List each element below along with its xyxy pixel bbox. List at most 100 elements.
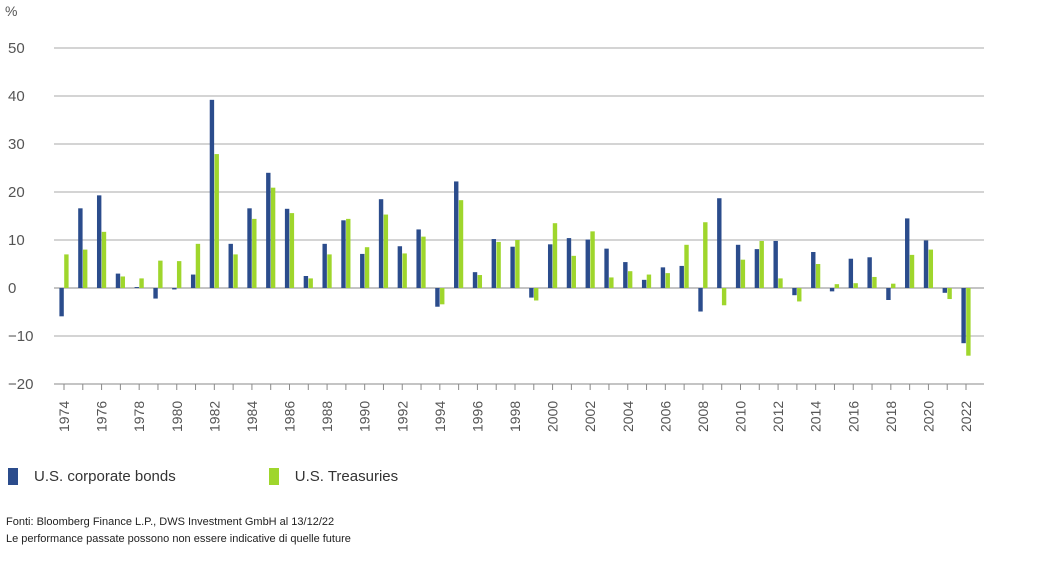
bar-corporate-1980 (172, 288, 177, 290)
bar-treasuries-1983 (233, 254, 238, 288)
bar-treasuries-1993 (421, 236, 426, 288)
bar-corporate-1981 (190, 274, 196, 288)
bar-treasuries-1981 (195, 243, 201, 288)
bar-corporate-2000 (547, 244, 553, 288)
x-tick-label: 2006 (657, 401, 673, 432)
bar-corporate-1996 (472, 272, 478, 288)
legend-item-treasuries: U.S. Treasuries (268, 468, 399, 485)
bar-treasuries-2008 (703, 222, 708, 288)
bar-treasuries-1990 (364, 247, 370, 288)
bars (59, 99, 971, 356)
legend: U.S. corporate bonds U.S. Treasuries (8, 468, 491, 485)
y-unit-label: % (5, 3, 17, 19)
y-tick-label: 50 (8, 40, 25, 57)
bar-corporate-2009 (717, 198, 722, 288)
bar-corporate-2013 (792, 288, 797, 296)
x-tick-label: 2008 (695, 401, 711, 432)
x-tick-label: 2014 (808, 401, 824, 432)
bar-treasuries-1987 (308, 278, 313, 288)
bar-treasuries-2014 (815, 264, 821, 288)
x-tick-label: 2000 (545, 401, 561, 432)
y-tick-label: 20 (8, 184, 25, 201)
bar-corporate-2004 (623, 262, 628, 288)
x-tick-label: 2012 (770, 401, 786, 432)
bar-corporate-1990 (360, 253, 365, 288)
bar-treasuries-2001 (571, 255, 576, 288)
bar-treasuries-1995 (458, 200, 464, 288)
y-axis-ticks: 50 40 30 20 10 0 −10 −20 (8, 40, 33, 393)
bar-corporate-2015 (829, 288, 835, 292)
legend-item-corporate: U.S. corporate bonds (8, 468, 176, 485)
bar-treasuries-1997 (496, 241, 501, 288)
bar-corporate-2016 (848, 258, 854, 288)
bar-treasuries-1978 (139, 278, 144, 288)
bar-corporate-2021 (942, 288, 948, 293)
bar-treasuries-1994 (440, 288, 445, 305)
x-tick-label: 1990 (357, 401, 373, 432)
bar-treasuries-2005 (646, 274, 652, 288)
bar-treasuries-1992 (402, 253, 407, 288)
x-tick-label: 1992 (394, 401, 410, 432)
bar-corporate-1993 (416, 229, 421, 288)
y-tick-label: −10 (8, 328, 33, 345)
bar-treasuries-2000 (552, 223, 558, 288)
bar-corporate-2001 (566, 238, 572, 288)
disclaimer-text: Le performance passate possono non esser… (6, 533, 351, 545)
y-tick-label: −20 (8, 376, 33, 393)
bar-treasuries-2017 (872, 276, 877, 288)
bar-corporate-1989 (341, 220, 346, 288)
x-tick-label: 1978 (131, 401, 147, 432)
legend-label-treasuries: U.S. Treasuries (294, 468, 399, 485)
x-tick-label: 1982 (206, 401, 222, 432)
x-tick-label: 1980 (169, 401, 185, 432)
bar-treasuries-2016 (853, 283, 858, 288)
bar-corporate-2018 (886, 288, 891, 300)
bar-corporate-2022 (961, 288, 966, 344)
bar-corporate-2011 (754, 249, 760, 288)
bar-treasuries-2021 (947, 288, 952, 300)
x-tick-label: 1994 (432, 401, 448, 432)
bar-corporate-1982 (209, 99, 215, 288)
x-tick-label: 2018 (883, 401, 899, 432)
bar-corporate-2003 (604, 248, 609, 288)
bar-treasuries-2015 (834, 284, 840, 288)
bar-treasuries-2022 (966, 288, 971, 356)
gridlines (54, 47, 984, 337)
bar-treasuries-2004 (627, 271, 633, 288)
y-tick-label: 0 (8, 280, 16, 297)
bar-corporate-1975 (78, 208, 83, 288)
bar-treasuries-1979 (158, 260, 163, 288)
bar-treasuries-1996 (477, 275, 483, 288)
bar-treasuries-1991 (383, 214, 389, 288)
bar-treasuries-2012 (778, 278, 783, 288)
bar-corporate-2005 (641, 279, 647, 288)
bar-corporate-1974 (59, 288, 64, 317)
bar-corporate-2010 (735, 244, 741, 288)
bar-corporate-1997 (491, 239, 497, 288)
bar-treasuries-2007 (684, 244, 689, 288)
y-tick-label: 40 (8, 88, 25, 105)
bar-corporate-2006 (660, 267, 666, 288)
bar-corporate-2007 (679, 265, 684, 288)
bar-corporate-2012 (773, 240, 778, 288)
bar-corporate-2002 (585, 239, 590, 288)
bar-corporate-1984 (247, 208, 252, 288)
bar-treasuries-2018 (891, 283, 896, 288)
x-tick-label: 2022 (958, 401, 974, 432)
x-tick-label: 2020 (920, 401, 936, 432)
bar-corporate-1986 (284, 208, 290, 288)
bar-corporate-1999 (529, 288, 534, 298)
legend-label-corporate: U.S. corporate bonds (34, 468, 176, 485)
bar-corporate-1985 (266, 172, 271, 288)
bar-treasuries-1998 (515, 240, 520, 288)
bar-treasuries-1980 (176, 261, 182, 288)
bar-treasuries-2002 (590, 231, 595, 288)
bar-treasuries-1986 (289, 213, 295, 288)
bar-corporate-2017 (867, 257, 872, 288)
bar-treasuries-2010 (740, 259, 746, 288)
x-axis: 1974 1976 1978 1980 1982 1984 1986 1988 1990 1992… (54, 383, 984, 432)
bar-treasuries-2019 (909, 254, 915, 288)
bar-corporate-1977 (115, 273, 121, 288)
bar-treasuries-1974 (64, 254, 69, 288)
